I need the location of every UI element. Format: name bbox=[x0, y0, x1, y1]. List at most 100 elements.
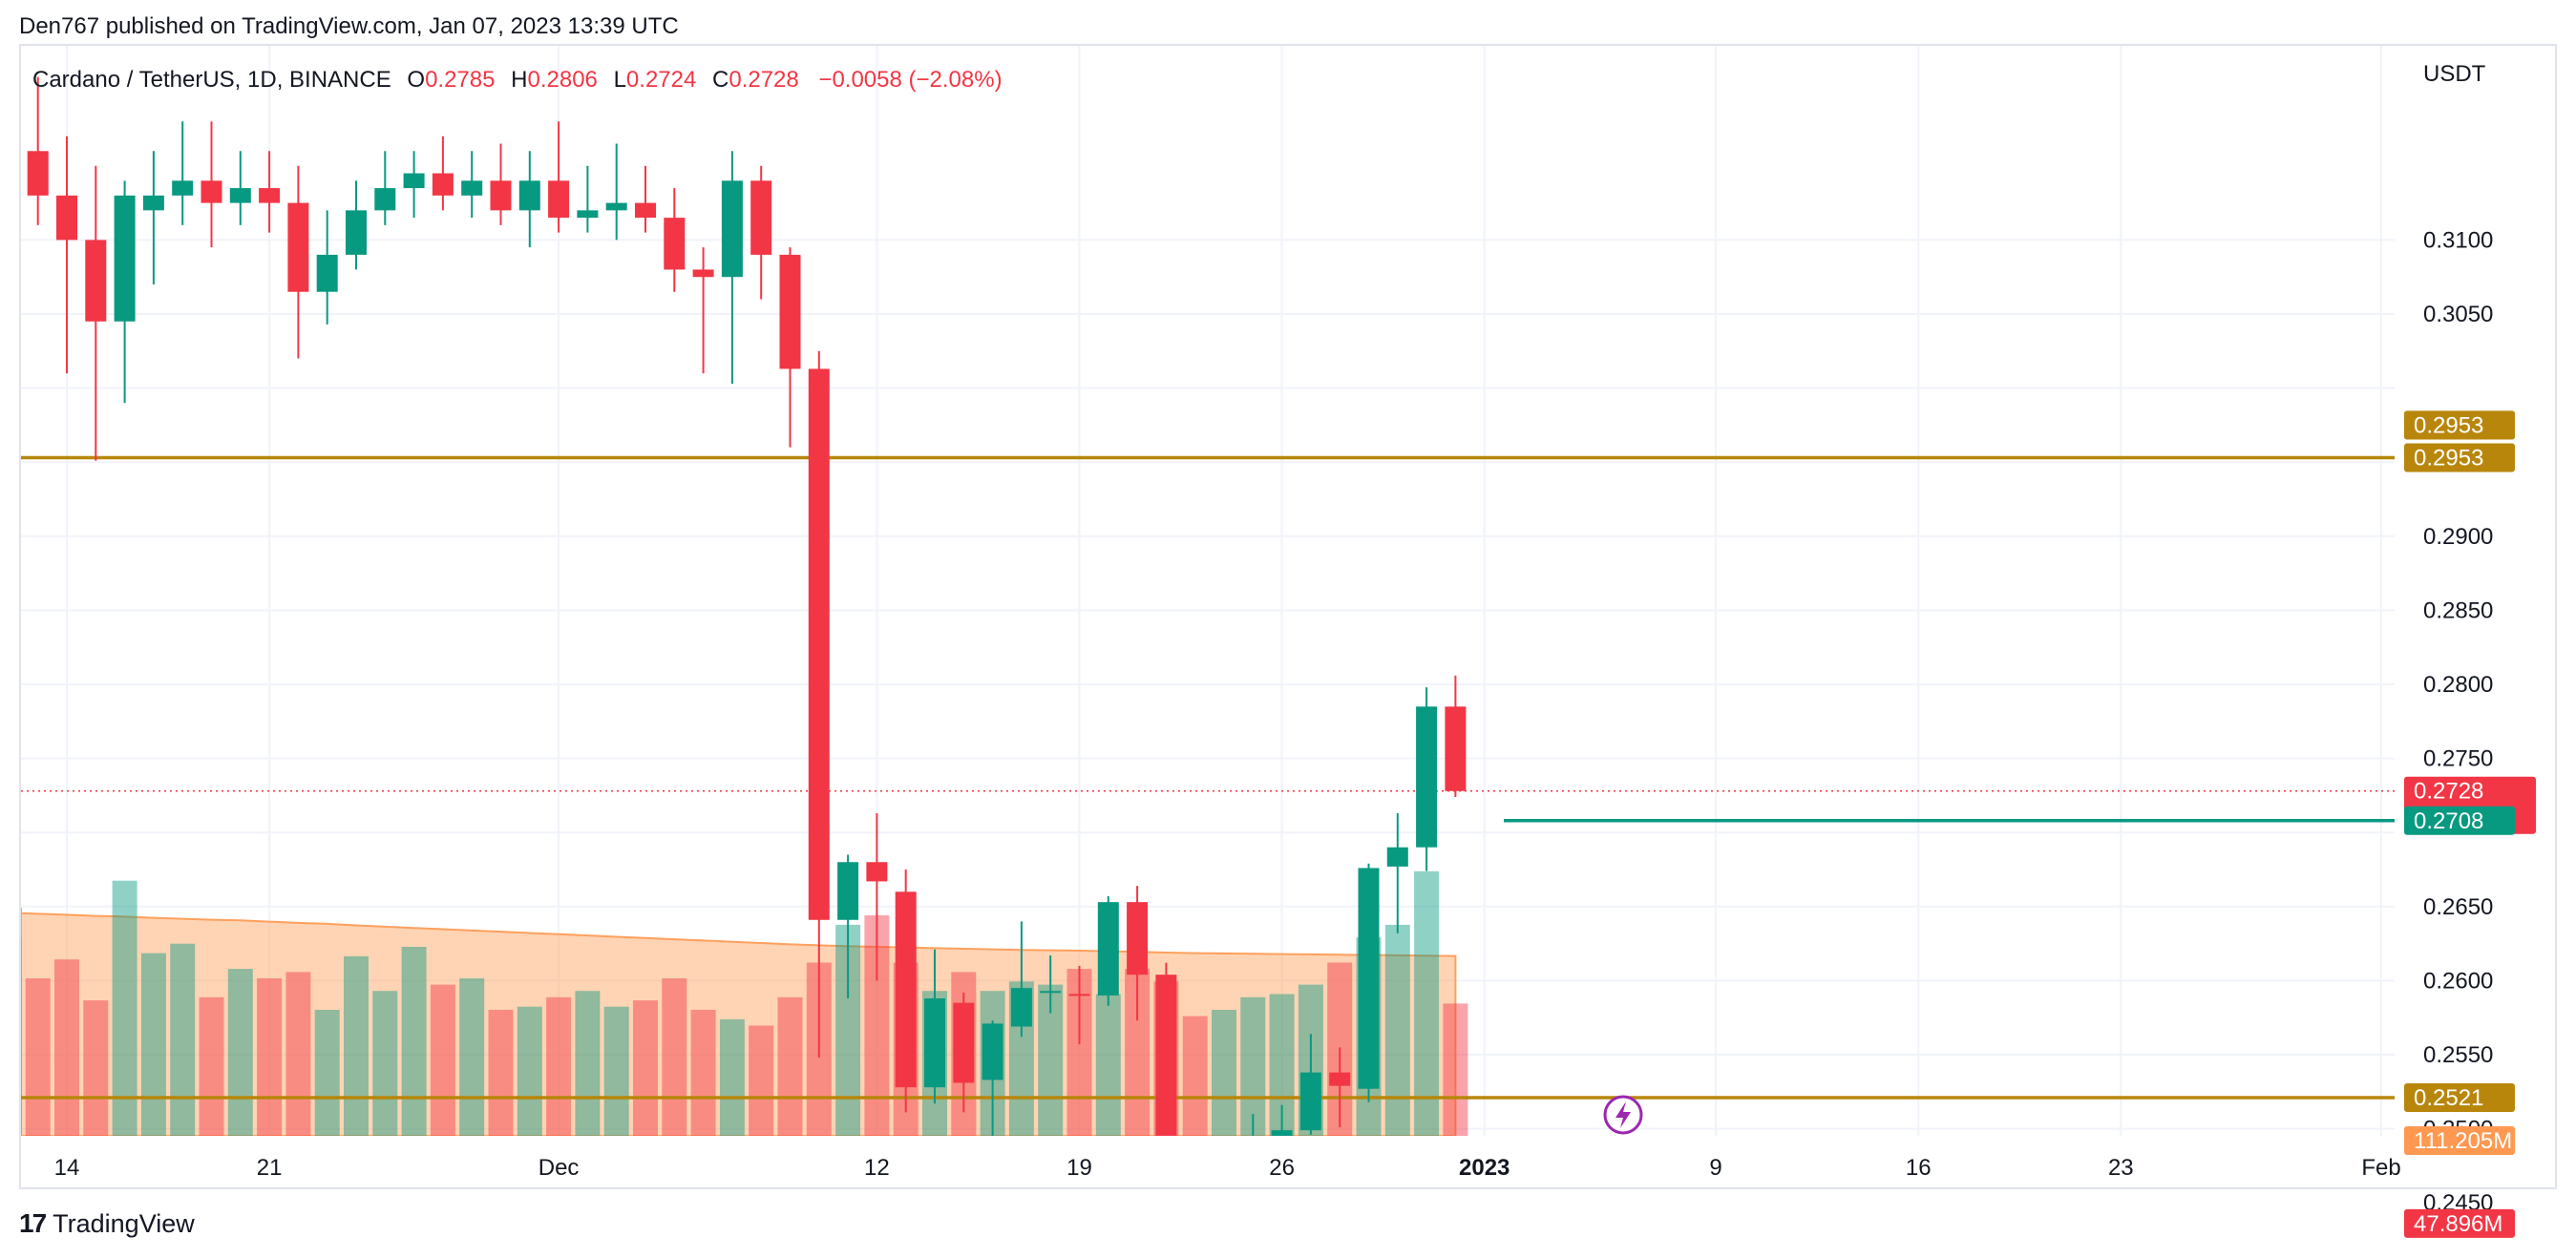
price-badges: 0.29530.29530.29530.272810:20:240.27080.… bbox=[2404, 410, 2536, 1238]
candle-body bbox=[85, 240, 107, 322]
candle-body bbox=[114, 195, 136, 322]
volume-bar bbox=[285, 972, 311, 1136]
price-badge-label: 47.896M bbox=[2414, 1211, 2502, 1237]
volume-bar bbox=[603, 1006, 629, 1136]
price-badge-label: 111.205M bbox=[2414, 1128, 2512, 1154]
volume-bar bbox=[662, 978, 687, 1136]
candle-body bbox=[605, 202, 627, 211]
brand-name: TradingView bbox=[53, 1208, 195, 1238]
candle-body bbox=[721, 180, 743, 278]
time-tick-label: 21 bbox=[257, 1155, 283, 1181]
volume-bar bbox=[690, 1010, 716, 1136]
volume-bar bbox=[633, 1000, 658, 1136]
price-badge bbox=[2404, 1208, 2515, 1238]
published-by: Den767 published on TradingView.com, Jan… bbox=[19, 13, 679, 39]
volume-bar bbox=[170, 943, 196, 1136]
candle-body bbox=[0, 121, 19, 151]
close-label: C bbox=[712, 67, 729, 93]
volume-bar bbox=[54, 959, 79, 1136]
volume-bar bbox=[372, 991, 398, 1136]
volume-ma-area bbox=[21, 908, 1457, 1136]
volume-bar bbox=[1384, 924, 1410, 1136]
candle-body bbox=[229, 188, 251, 203]
time-tick-label: 23 bbox=[2108, 1155, 2134, 1181]
time-tick-label: 26 bbox=[1269, 1155, 1295, 1181]
time-tick-label: 16 bbox=[1906, 1155, 1932, 1181]
dividend-marker[interactable] bbox=[1603, 1095, 1643, 1135]
volume-bar bbox=[314, 1010, 340, 1136]
volume-bar bbox=[749, 1025, 774, 1136]
price-badge-label: 0.2953 bbox=[2414, 446, 2483, 472]
candle-body bbox=[1329, 1072, 1351, 1086]
volume-bar bbox=[430, 984, 455, 1136]
candle-body bbox=[1358, 868, 1380, 1089]
candle-body bbox=[374, 188, 396, 211]
close-value: 0.2728 bbox=[728, 67, 799, 93]
time-tick-label: 2023 bbox=[1459, 1155, 1510, 1181]
chart-frame bbox=[19, 44, 2557, 1189]
candle-body bbox=[287, 202, 309, 292]
candle-body bbox=[924, 998, 945, 1088]
high-label: H bbox=[511, 67, 528, 93]
candle-body bbox=[779, 254, 801, 369]
candle-body bbox=[664, 218, 686, 270]
candle-body bbox=[27, 151, 49, 196]
candle-body bbox=[403, 173, 425, 189]
candle-body bbox=[577, 210, 599, 219]
price-badge bbox=[2404, 1083, 2515, 1113]
price-tick-label: 0.3050 bbox=[2423, 302, 2493, 327]
volume-bar bbox=[199, 996, 224, 1136]
price-tick-label: 0.2900 bbox=[2423, 524, 2493, 550]
price-badge bbox=[2404, 443, 2515, 472]
price-badge-label: 0.2728 bbox=[2414, 779, 2483, 805]
volume-bar bbox=[777, 996, 803, 1136]
low-label: L bbox=[613, 67, 626, 93]
tradingview-brand[interactable]: 17 TradingView bbox=[19, 1208, 195, 1239]
candle-body bbox=[1010, 988, 1032, 1027]
time-tick-label: 19 bbox=[1066, 1155, 1092, 1181]
candle-body bbox=[1299, 1072, 1321, 1131]
price-axis: 0.3100 0.3050 0.2900 0.2850 0.2800 0.2750 0.26… bbox=[2423, 227, 2493, 1216]
price-badge-label: 0.2953 bbox=[2414, 413, 2483, 439]
time-tick-label: 14 bbox=[54, 1155, 80, 1181]
volume-bar bbox=[459, 978, 485, 1136]
volume-bar bbox=[83, 1000, 109, 1136]
candle-body bbox=[432, 173, 454, 196]
horizontal-levels bbox=[21, 455, 2395, 1100]
price-tick-label: 0.2600 bbox=[2423, 968, 2493, 994]
volume-bar bbox=[1212, 1010, 1236, 1136]
candle-body bbox=[518, 180, 540, 211]
candle-body bbox=[1155, 975, 1177, 1136]
candle-body bbox=[1242, 1191, 1263, 1193]
candle-body bbox=[953, 1002, 975, 1083]
volume-pane bbox=[21, 870, 1468, 1136]
price-tick-label: 0.3100 bbox=[2423, 227, 2493, 253]
symbol-legend: Cardano / TetherUS, 1D, BINANCE O0.2785 … bbox=[32, 67, 1003, 94]
candle-body bbox=[346, 210, 367, 255]
candle-body bbox=[1040, 991, 1062, 994]
candle-body bbox=[201, 180, 222, 203]
candle-body bbox=[1386, 847, 1408, 867]
time-tick-label: 9 bbox=[1709, 1155, 1721, 1181]
candle-body bbox=[1127, 902, 1149, 975]
symbol-title: Cardano / TetherUS, 1D, BINANCE bbox=[32, 67, 391, 93]
currency-label: USDT bbox=[2423, 61, 2486, 87]
volume-bar bbox=[227, 969, 253, 1136]
candle-body bbox=[1416, 706, 1438, 848]
price-tick-label: 0.2800 bbox=[2423, 672, 2493, 698]
candle-body bbox=[808, 368, 830, 920]
candle-body bbox=[490, 180, 512, 211]
price-badge-label: 0.2521 bbox=[2414, 1085, 2483, 1111]
candle-body bbox=[837, 862, 859, 920]
volume-bar bbox=[1443, 1003, 1468, 1136]
candle-body bbox=[316, 254, 338, 292]
candle-body bbox=[635, 202, 656, 219]
time-tick-label: 12 bbox=[864, 1155, 890, 1181]
candle-body bbox=[982, 1023, 1003, 1080]
volume-bar bbox=[401, 947, 427, 1136]
lightning-icon bbox=[1615, 1101, 1631, 1128]
volume-bar bbox=[112, 880, 137, 1136]
candle-body bbox=[259, 188, 281, 203]
volume-bar bbox=[21, 937, 22, 1136]
